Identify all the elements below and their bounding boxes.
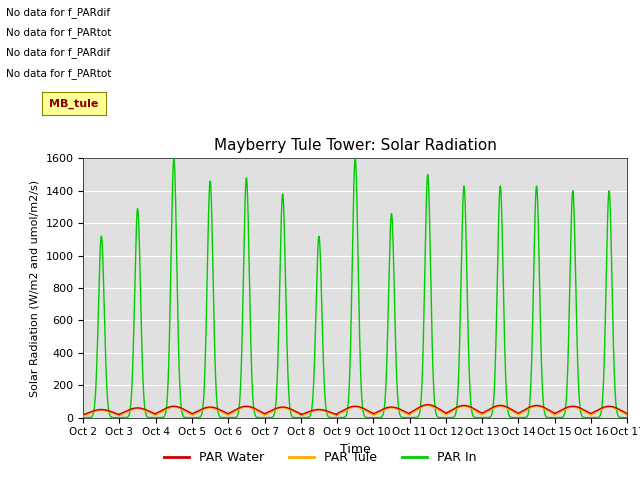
Y-axis label: Solar Radiation (W/m2 and umol/m2/s): Solar Radiation (W/m2 and umol/m2/s) <box>30 180 40 396</box>
Text: No data for f_PARdif: No data for f_PARdif <box>6 7 111 18</box>
X-axis label: Time: Time <box>340 443 371 456</box>
Text: No data for f_PARdif: No data for f_PARdif <box>6 48 111 59</box>
Text: MB_tule: MB_tule <box>49 98 99 109</box>
Text: No data for f_PARtot: No data for f_PARtot <box>6 27 112 38</box>
Legend: PAR Water, PAR Tule, PAR In: PAR Water, PAR Tule, PAR In <box>159 446 481 469</box>
Text: No data for f_PARtot: No data for f_PARtot <box>6 68 112 79</box>
Title: Mayberry Tule Tower: Solar Radiation: Mayberry Tule Tower: Solar Radiation <box>214 138 497 153</box>
